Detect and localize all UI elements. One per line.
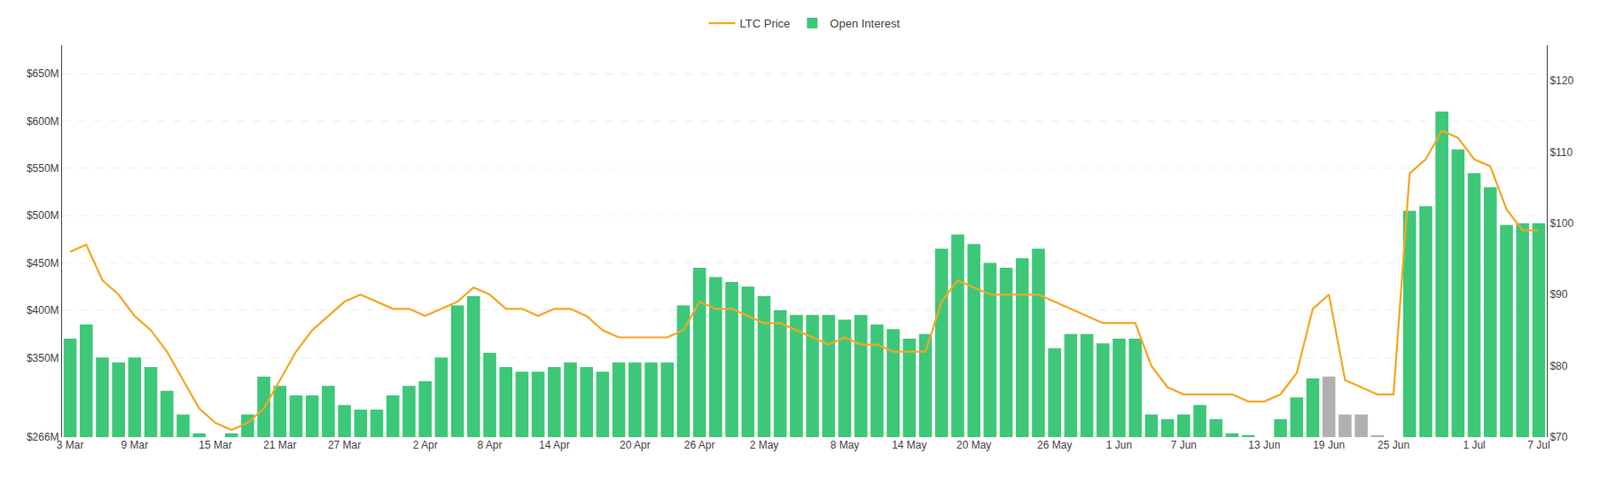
svg-text:$70: $70 bbox=[1549, 430, 1568, 444]
svg-text:$550M: $550M bbox=[26, 162, 60, 175]
svg-text:$650M: $650M bbox=[26, 67, 60, 80]
svg-text:$266M: $266M bbox=[26, 430, 60, 444]
svg-text:$100: $100 bbox=[1549, 217, 1574, 230]
svg-text:26 Apr: 26 Apr bbox=[684, 438, 716, 452]
svg-text:$110: $110 bbox=[1549, 146, 1573, 159]
svg-text:15 Mar: 15 Mar bbox=[198, 438, 232, 452]
svg-text:20 Apr: 20 Apr bbox=[619, 438, 651, 452]
svg-text:Open Interest: Open Interest bbox=[829, 16, 900, 31]
svg-text:14 Apr: 14 Apr bbox=[538, 438, 570, 452]
svg-text:21 Mar: 21 Mar bbox=[263, 438, 297, 452]
svg-text:25 Jun: 25 Jun bbox=[1377, 438, 1410, 452]
svg-text:1 Jun: 1 Jun bbox=[1106, 438, 1132, 452]
svg-text:26 May: 26 May bbox=[1037, 438, 1072, 452]
svg-text:$350M: $350M bbox=[26, 351, 60, 365]
svg-text:27 Mar: 27 Mar bbox=[327, 438, 361, 452]
svg-text:$400M: $400M bbox=[26, 304, 60, 317]
svg-text:7 Jun: 7 Jun bbox=[1170, 438, 1197, 452]
svg-text:2 Apr: 2 Apr bbox=[413, 438, 438, 452]
svg-text:$90: $90 bbox=[1549, 288, 1568, 301]
svg-text:13 Jun: 13 Jun bbox=[1248, 438, 1280, 452]
svg-text:$500M: $500M bbox=[26, 209, 60, 222]
svg-text:8 May: 8 May bbox=[830, 438, 860, 452]
svg-text:3 Mar: 3 Mar bbox=[56, 438, 85, 452]
svg-text:$120: $120 bbox=[1549, 74, 1574, 87]
svg-text:20 May: 20 May bbox=[956, 438, 992, 452]
svg-text:7 Jul: 7 Jul bbox=[1527, 438, 1550, 452]
svg-text:1 Jul: 1 Jul bbox=[1462, 438, 1485, 452]
svg-text:$450M: $450M bbox=[26, 257, 60, 270]
svg-text:$600M: $600M bbox=[26, 115, 60, 128]
svg-text:$80: $80 bbox=[1549, 359, 1568, 373]
svg-text:2 May: 2 May bbox=[749, 438, 780, 452]
svg-text:9 Mar: 9 Mar bbox=[121, 438, 149, 452]
svg-text:19 Jun: 19 Jun bbox=[1312, 438, 1345, 452]
svg-text:LTC Price: LTC Price bbox=[740, 16, 791, 31]
svg-text:14 May: 14 May bbox=[891, 438, 927, 452]
svg-text:8 Apr: 8 Apr bbox=[476, 438, 502, 452]
